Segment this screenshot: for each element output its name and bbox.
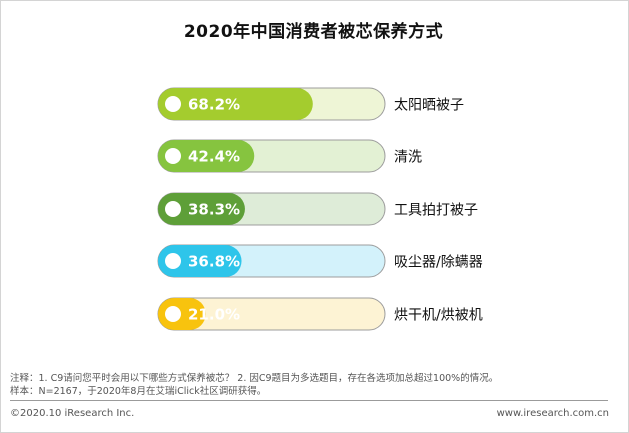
data-label: 68.2% [188, 96, 240, 114]
bar-chart: 68.2% 太阳晒被子 42.4% 清洗 38.3% 工具拍打被子 36.8% 吸尘器/除螨器… [157, 87, 483, 331]
copyright-text: ©2020.10 iResearch Inc. [10, 408, 135, 419]
bar-dot-icon [165, 253, 181, 269]
category-label: 清洗 [394, 150, 422, 166]
data-label: 21.0% [188, 306, 240, 324]
bar-dot-icon [165, 201, 181, 217]
category-label: 工具拍打被子 [394, 202, 478, 219]
chart-title: 2020年中国消费者被芯保养方式 [183, 22, 444, 42]
bar [158, 88, 313, 120]
bar [158, 245, 242, 277]
data-label: 42.4% [188, 148, 240, 166]
category-label: 太阳晒被子 [394, 98, 464, 114]
category-label: 吸尘器/除螨器 [394, 255, 483, 271]
bar [158, 140, 255, 172]
data-label: 36.8% [188, 253, 240, 271]
bar-dot-icon [165, 306, 181, 322]
data-label: 38.3% [188, 201, 240, 219]
footer-divider [10, 400, 608, 401]
bar-dot-icon [165, 148, 181, 164]
category-label: 烘干机/烘被机 [394, 308, 483, 324]
website-link[interactable]: www.iresearch.com.cn [496, 408, 609, 419]
bar-dot-icon [165, 96, 181, 112]
bar [158, 298, 206, 330]
note-line-1: 注释：1. C9请问您平时会用以下哪些方式保养被芯？ 2. 因C9题目为多选题目… [10, 373, 499, 384]
bar [158, 193, 245, 225]
note-line-2: 样本：N=2167，于2020年8月在艾瑞iClick社区调研获得。 [10, 386, 267, 397]
